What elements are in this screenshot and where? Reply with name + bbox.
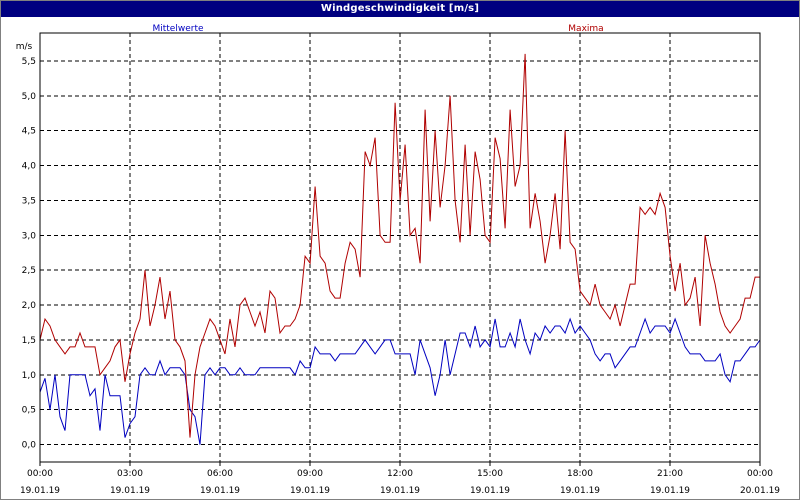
grid <box>39 33 761 462</box>
plot-frame <box>39 32 761 463</box>
y-tick-label: 3,5 <box>22 196 36 206</box>
chart-title: Windgeschwindigkeit [m/s] <box>1 1 799 17</box>
y-tick-label: 5,0 <box>22 92 37 102</box>
x-tick-time-label: 15:00 <box>477 469 503 479</box>
x-tick-date-label: 19.01.19 <box>470 486 510 496</box>
x-tick-date-label: 19.01.19 <box>560 486 600 496</box>
y-tick-label: 3,0 <box>22 231 37 241</box>
x-tick-time-label: 09:00 <box>297 469 323 479</box>
x-tick-date-label: 19.01.19 <box>200 486 240 496</box>
labels: 0,0 0,5 1,0 1,5 2,0 2,5 3,0 3,5 4,0 4,5 5,0 5,5 00:0… <box>16 24 781 496</box>
x-tick-time-label: 18:00 <box>567 469 593 479</box>
x-tick-time-label: 06:00 <box>207 469 233 479</box>
y-tick-label: 0,5 <box>22 406 36 416</box>
y-tick-label: 1,5 <box>22 336 36 346</box>
y-tick-label: 2,5 <box>22 266 36 276</box>
x-tick-date-label: 19.01.19 <box>110 486 150 496</box>
x-tick-date-label: 19.01.19 <box>650 486 690 496</box>
x-tick-time-label: 21:00 <box>657 469 683 479</box>
series-lines <box>39 53 761 445</box>
axes <box>39 32 761 466</box>
series-line-mittelwerte <box>39 317 761 445</box>
x-tick-date-label: 19.01.19 <box>290 486 330 496</box>
series-line-maxima <box>39 53 761 438</box>
y-tick-label: 0,0 <box>22 441 37 451</box>
x-tick-time-label: 00:00 <box>747 469 773 479</box>
x-tick-time-label: 03:00 <box>117 469 143 479</box>
x-tick-date-label: 19.01.19 <box>380 486 420 496</box>
x-tick-date-label: 20.01.19 <box>740 486 780 496</box>
y-tick-label: 4,0 <box>22 162 37 172</box>
y-axis-unit-label: m/s <box>16 42 33 52</box>
y-tick-label: 2,0 <box>22 301 37 311</box>
x-tick-time-label: 00:00 <box>27 469 53 479</box>
x-tick-date-label: 19.01.19 <box>20 486 60 496</box>
legend-maxima: Maxima <box>568 24 603 34</box>
legend-mittelwerte: Mittelwerte <box>152 24 203 34</box>
y-tick-label: 4,5 <box>22 127 36 137</box>
y-tick-label: 5,5 <box>22 57 36 67</box>
x-tick-time-label: 12:00 <box>387 469 413 479</box>
y-tick-label: 1,0 <box>22 371 37 381</box>
